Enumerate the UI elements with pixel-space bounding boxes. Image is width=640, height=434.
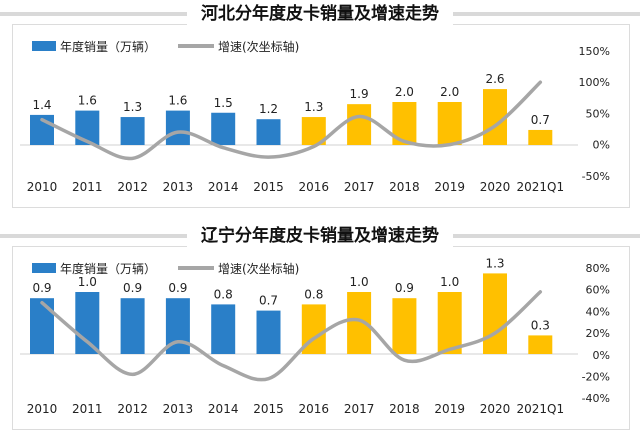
data-label-2017: 1.0 bbox=[350, 275, 369, 289]
data-label-2021Q1: 0.7 bbox=[531, 113, 550, 127]
x-tick-label: 2014 bbox=[208, 402, 239, 416]
chart-title: 辽宁分年度皮卡销量及增速走势 bbox=[187, 222, 453, 250]
chart-hebei: 年度销量（万辆） 增速(次坐标轴) 150% 100% 50% 0% -50% 1.4 2010… bbox=[20, 39, 610, 194]
y2-tick-label: -20% bbox=[582, 371, 610, 384]
chart-title: 河北分年度皮卡销量及增速走势 bbox=[187, 0, 453, 28]
bar-2015 bbox=[256, 310, 281, 354]
data-label-2015: 1.2 bbox=[259, 102, 278, 116]
data-label-2011: 1.0 bbox=[78, 275, 97, 289]
data-label-2020: 2.6 bbox=[485, 72, 504, 86]
x-tick-label: 2014 bbox=[208, 180, 239, 194]
bar-2010 bbox=[30, 298, 54, 354]
y2-tick-label: 60% bbox=[586, 284, 610, 297]
data-label-2018: 2.0 bbox=[395, 85, 414, 99]
data-label-2019: 2.0 bbox=[440, 85, 459, 99]
bar-2019 bbox=[437, 102, 462, 145]
y2-tick-label: -40% bbox=[582, 392, 610, 405]
x-tick-label: 2016 bbox=[299, 180, 330, 194]
x-tick-label: 2020 bbox=[480, 180, 511, 194]
data-label-2019: 1.0 bbox=[440, 275, 459, 289]
data-label-2010: 1.4 bbox=[32, 98, 51, 112]
data-label-2016: 1.3 bbox=[304, 100, 323, 114]
y2-tick-label: 50% bbox=[586, 107, 610, 120]
y2-tick-label: 40% bbox=[586, 305, 610, 318]
x-tick-label: 2017 bbox=[344, 402, 375, 416]
bar-2012 bbox=[120, 117, 145, 145]
data-label-2016: 0.8 bbox=[304, 287, 323, 301]
x-tick-label: 2016 bbox=[299, 402, 330, 416]
chart-panel-hebei: 河北分年度皮卡销量及增速走势 年度销量（万辆） 增速(次坐标轴) 150% 100% 5… bbox=[0, 0, 640, 212]
bar-2014 bbox=[211, 304, 236, 354]
data-label-2018: 0.9 bbox=[395, 281, 414, 295]
bar-2019 bbox=[437, 292, 462, 354]
data-label-2021Q1: 0.3 bbox=[531, 318, 550, 332]
y2-tick-label: 0% bbox=[593, 349, 610, 362]
data-label-2013: 0.9 bbox=[168, 281, 187, 295]
bar-2011 bbox=[75, 292, 100, 354]
bar-2021Q1 bbox=[528, 335, 553, 354]
data-label-2014: 1.5 bbox=[214, 96, 233, 110]
x-tick-label: 2012 bbox=[117, 180, 148, 194]
x-tick-label: 2012 bbox=[117, 402, 148, 416]
chart-panel-liaoning: 辽宁分年度皮卡销量及增速走势 年度销量（万辆） 增速(次坐标轴) 80% 60% 40%… bbox=[0, 222, 640, 434]
bar-2018 bbox=[392, 298, 417, 354]
data-label-2011: 1.6 bbox=[78, 94, 97, 108]
x-tick-label: 2011 bbox=[72, 402, 103, 416]
x-tick-label: 2013 bbox=[163, 402, 194, 416]
x-tick-label: 2018 bbox=[389, 402, 420, 416]
x-tick-label: 2013 bbox=[163, 180, 194, 194]
growth-line bbox=[40, 80, 543, 161]
bar-2015 bbox=[256, 119, 281, 145]
y2-tick-label: 80% bbox=[586, 262, 610, 275]
y2-tick-label: 150% bbox=[579, 45, 610, 58]
chart-frame bbox=[12, 24, 630, 208]
x-tick-label: 2010 bbox=[27, 402, 58, 416]
bar-2021Q1 bbox=[528, 129, 553, 145]
data-label-2012: 1.3 bbox=[123, 100, 142, 114]
x-tick-label: 2017 bbox=[344, 180, 375, 194]
data-label-2014: 0.8 bbox=[214, 287, 233, 301]
y2-tick-label: 100% bbox=[579, 76, 610, 89]
legend-bar-label: 年度销量（万辆） bbox=[60, 261, 156, 276]
legend: 年度销量（万辆） 增速(次坐标轴) bbox=[32, 39, 299, 54]
bar-2014 bbox=[211, 112, 236, 145]
x-tick-label: 2019 bbox=[434, 402, 465, 416]
data-label-2013: 1.6 bbox=[168, 94, 187, 108]
data-label-2012: 0.9 bbox=[123, 281, 142, 295]
legend: 年度销量（万辆） 增速(次坐标轴) bbox=[32, 261, 299, 276]
legend-line-label: 增速(次坐标轴) bbox=[218, 39, 299, 54]
legend-bar-label: 年度销量（万辆） bbox=[60, 39, 156, 54]
x-tick-label: 2021Q1 bbox=[516, 180, 564, 194]
legend-bar-swatch bbox=[32, 263, 56, 273]
bar-2017 bbox=[347, 104, 372, 145]
legend-line-label: 增速(次坐标轴) bbox=[218, 261, 299, 276]
bar-2013 bbox=[165, 110, 190, 145]
bar-2020 bbox=[483, 89, 507, 145]
y2-tick-label: 0% bbox=[593, 139, 610, 152]
chart-liaoning: 年度销量（万辆） 增速(次坐标轴) 80% 60% 40% 20% 0% -20% -40% 0.… bbox=[20, 256, 610, 416]
y2-tick-label: -50% bbox=[582, 170, 610, 183]
data-label-2020: 1.3 bbox=[485, 256, 504, 270]
bar-2012 bbox=[120, 298, 145, 354]
data-label-2015: 0.7 bbox=[259, 294, 278, 308]
legend-bar-swatch bbox=[32, 41, 56, 51]
x-tick-label: 2010 bbox=[27, 180, 58, 194]
x-tick-label: 2018 bbox=[389, 180, 420, 194]
data-label-2010: 0.9 bbox=[32, 281, 51, 295]
x-tick-label: 2015 bbox=[253, 180, 284, 194]
x-tick-label: 2020 bbox=[480, 402, 511, 416]
x-tick-label: 2015 bbox=[253, 402, 284, 416]
x-tick-label: 2019 bbox=[434, 180, 465, 194]
x-tick-label: 2011 bbox=[72, 180, 103, 194]
growth-line bbox=[40, 290, 543, 382]
data-label-2017: 1.9 bbox=[350, 87, 369, 101]
x-tick-label: 2021Q1 bbox=[516, 402, 564, 416]
y2-tick-label: 20% bbox=[586, 327, 610, 340]
bar-2020 bbox=[483, 273, 507, 354]
